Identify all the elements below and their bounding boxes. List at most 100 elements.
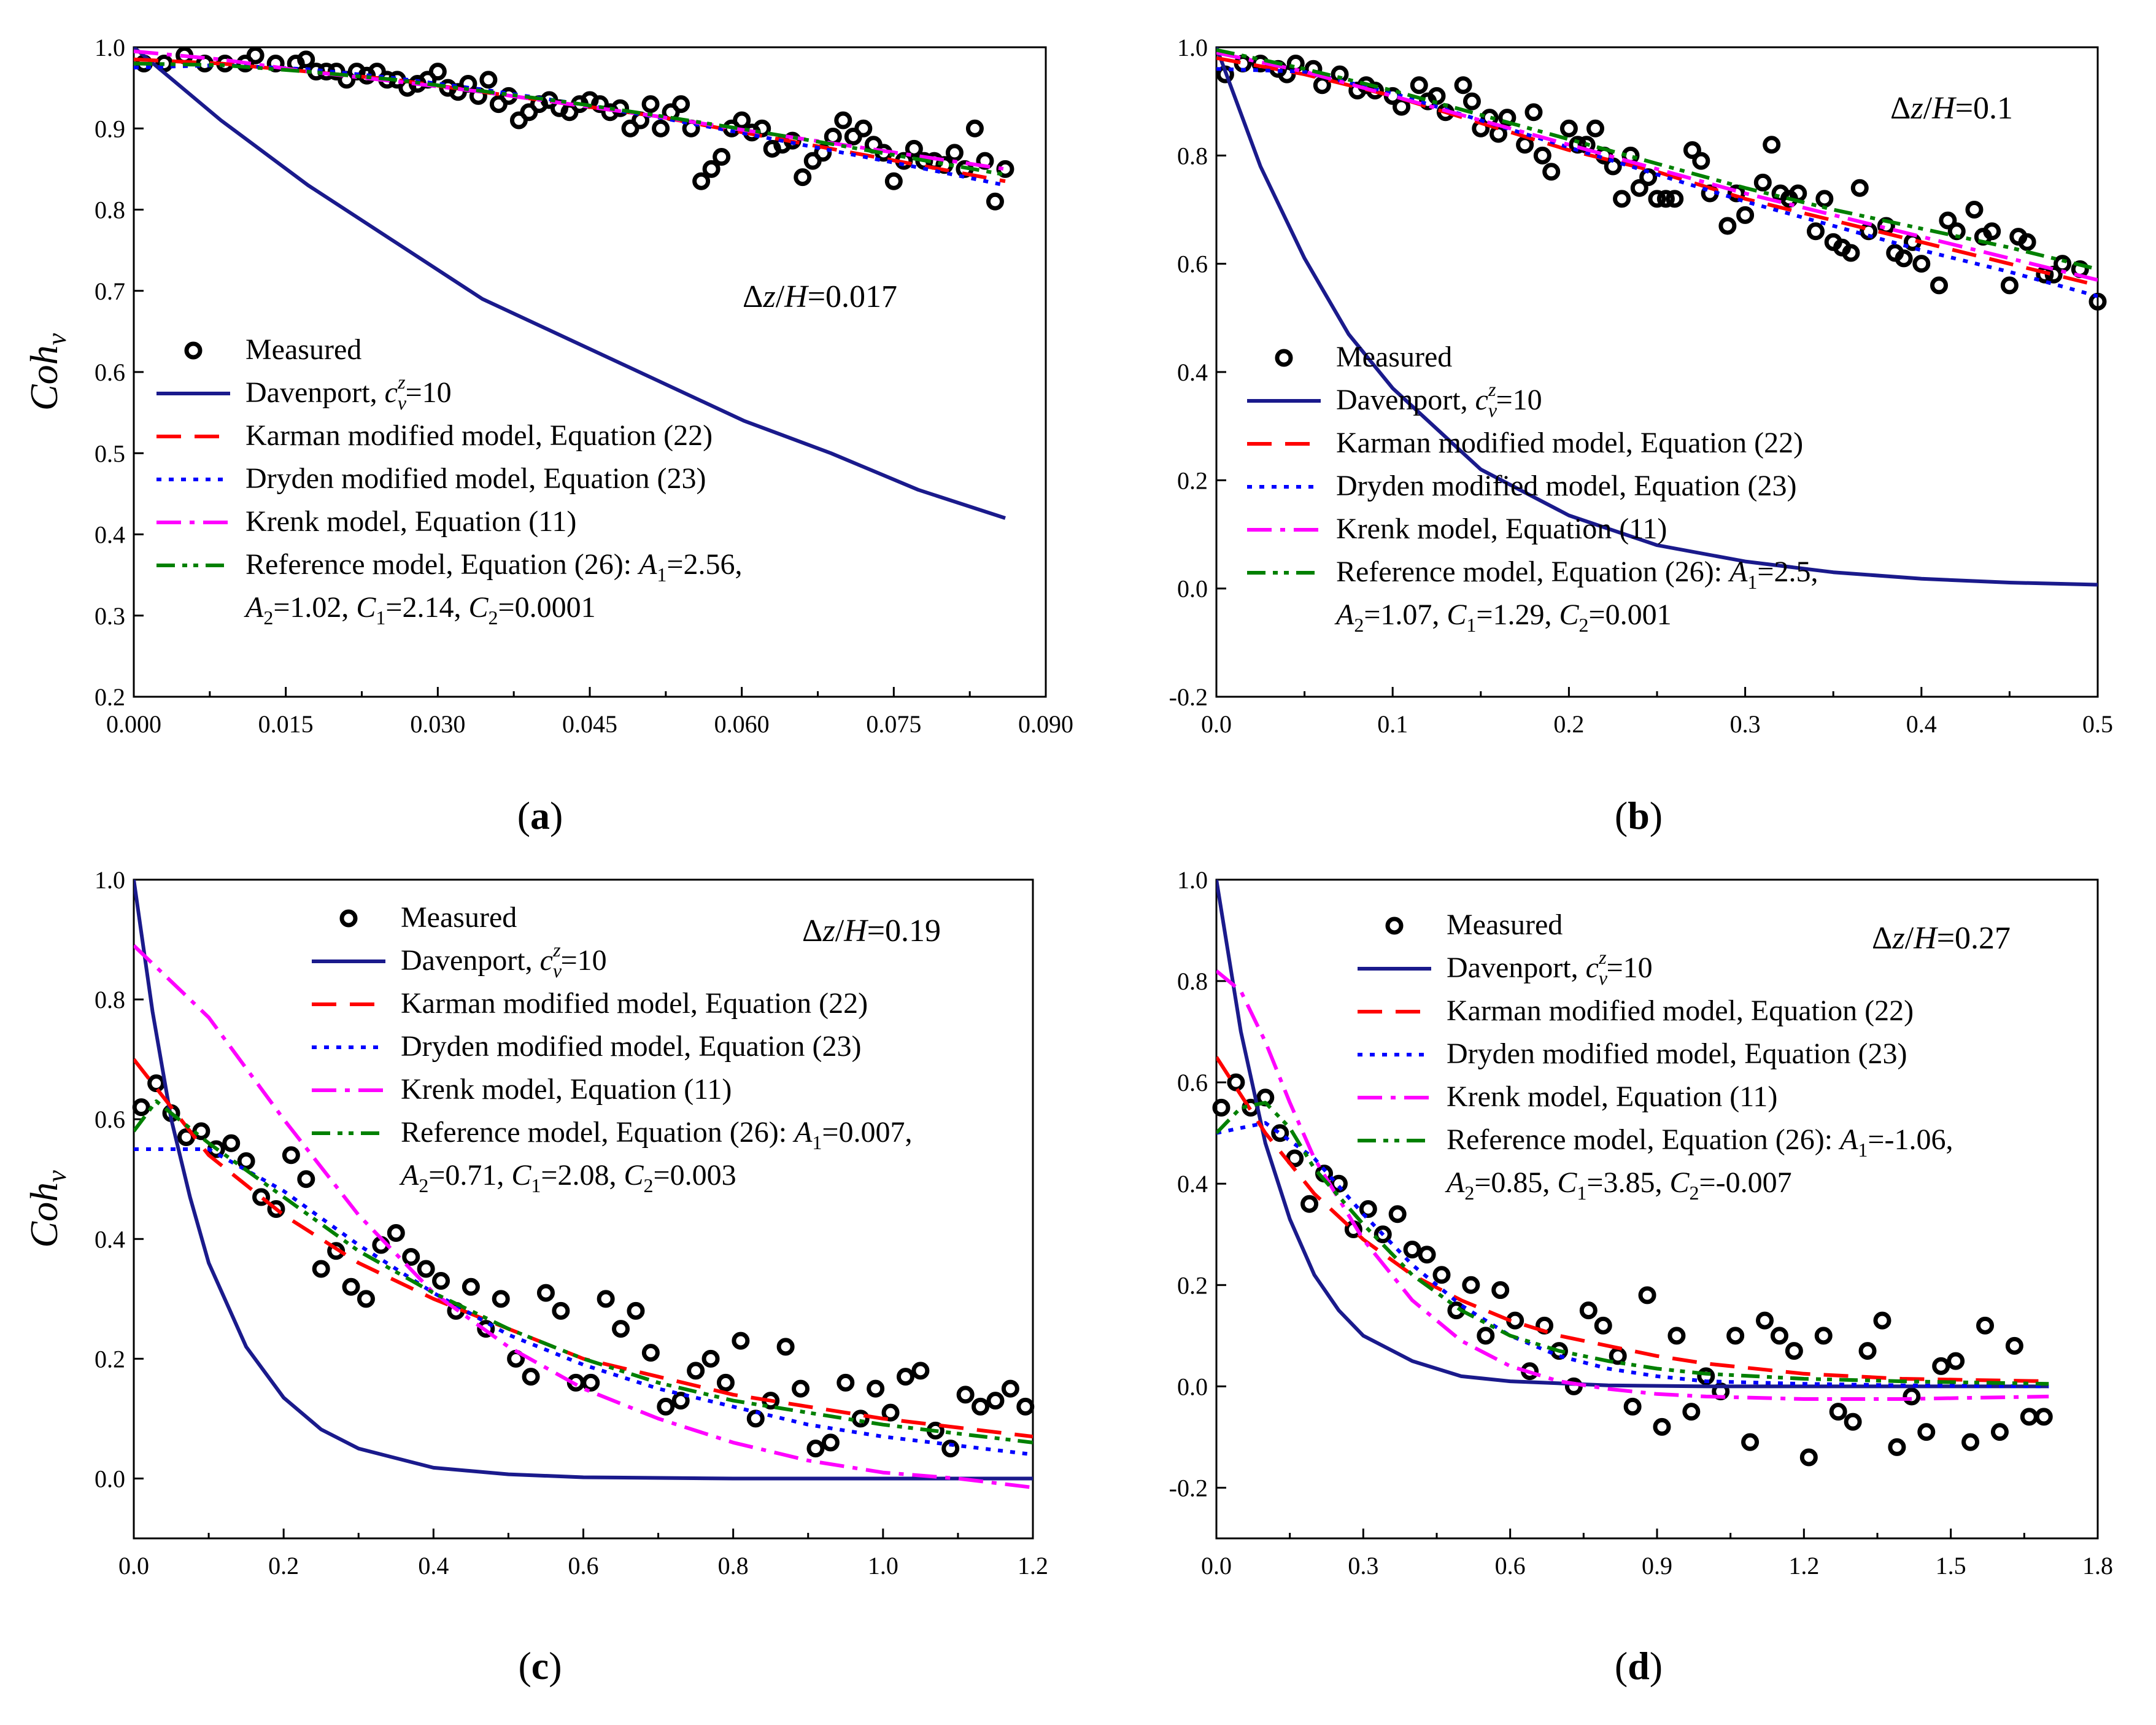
measured-point xyxy=(1873,1311,1891,1330)
measured-point xyxy=(1961,1433,1980,1451)
series-dryden-line xyxy=(134,1147,1033,1457)
measured-point xyxy=(1799,1448,1818,1467)
measured-point xyxy=(428,63,447,81)
series-davenport-line xyxy=(134,47,1006,520)
delta-z-annotation: Δz/H=0.27 xyxy=(1872,921,2011,956)
x-tick-label: 0.0 xyxy=(1201,1552,1232,1580)
x-tick-label: 1.8 xyxy=(2082,1552,2113,1580)
measured-point xyxy=(1393,98,1411,116)
measured-point xyxy=(884,172,903,190)
measured-point xyxy=(132,1098,150,1117)
y-tick-label: 0.0 xyxy=(95,1465,125,1492)
measured-point xyxy=(702,160,721,178)
y-tick-label: 0.9 xyxy=(95,115,125,142)
measured-point xyxy=(641,1344,660,1362)
measured-point xyxy=(1313,76,1331,95)
legend-reference-params: A2=0.85, C1=3.85, C2=-0.007 xyxy=(1445,1166,1792,1204)
measured-point xyxy=(1477,1327,1495,1345)
x-tick-label: 0.045 xyxy=(562,710,617,738)
y-tick-label: 0.8 xyxy=(1177,142,1208,169)
measured-point xyxy=(1489,125,1508,143)
measured-point xyxy=(1016,1397,1035,1416)
legend-reference-label: Reference model, Equation (26): A1=2.5, xyxy=(1336,556,1818,593)
y-tick-label: 0.8 xyxy=(95,196,125,224)
measured-point xyxy=(1388,1205,1407,1223)
measured-point xyxy=(147,1074,166,1093)
y-tick-label: 0.2 xyxy=(1177,1271,1208,1299)
x-tick-label: 0.5 xyxy=(2082,710,2113,738)
measured-point xyxy=(713,148,731,166)
measured-point xyxy=(837,1373,855,1392)
measured-point xyxy=(1976,1316,1995,1335)
measured-point xyxy=(1983,222,2001,241)
measured-point xyxy=(687,1362,705,1380)
measured-point xyxy=(867,1379,885,1398)
measured-point xyxy=(986,192,1004,211)
measured-point xyxy=(432,1272,450,1290)
measured-point xyxy=(1726,1327,1745,1345)
measured-point xyxy=(492,1290,510,1308)
measured-point xyxy=(1683,141,1701,160)
legend-karman-label: Karman modified model, Equation (22) xyxy=(1447,994,1914,1027)
x-tick-label: 0.9 xyxy=(1642,1552,1672,1580)
measured-point xyxy=(536,1284,555,1302)
legend-measured-label: Measured xyxy=(401,901,517,934)
measured-point xyxy=(806,1440,825,1458)
measured-point xyxy=(1653,1417,1671,1436)
chart-panel-b: 0.0 0.1 0.2 0.3 0.4 0.5-0.20.00.20.40.60.81.0… xyxy=(1169,34,2113,837)
measured-point xyxy=(1756,1311,1774,1330)
measured-point xyxy=(652,119,670,138)
legend: Measured Davenport, cvz=10 Karman modified… xyxy=(1247,341,1818,636)
legend-krenk-label: Krenk model, Equation (11) xyxy=(1447,1080,1777,1113)
panel-caption: (c) xyxy=(518,1644,562,1688)
measured-point xyxy=(222,1134,241,1152)
measured-point xyxy=(1418,1246,1436,1264)
legend-reference-label: Reference model, Equation (26): A1=0.007… xyxy=(401,1116,913,1153)
legend-davenport-label: Davenport, cvz=10 xyxy=(245,371,452,414)
measured-point xyxy=(1806,222,1825,241)
legend-reference-params: A2=1.02, C1=2.14, C2=0.0001 xyxy=(244,591,596,629)
measured-point xyxy=(342,1277,360,1296)
measured-point xyxy=(1524,103,1543,122)
y-tick-label: 0.6 xyxy=(1177,250,1208,278)
measured-point xyxy=(1763,136,1781,154)
series-dryden-line xyxy=(134,63,1006,187)
measured-point xyxy=(1533,146,1551,165)
measured-point xyxy=(479,71,498,89)
x-tick-label: 1.2 xyxy=(1788,1552,1819,1580)
measured-point xyxy=(1842,244,1860,262)
measured-point xyxy=(1623,1397,1642,1416)
legend-davenport-label: Davenport, cvz=10 xyxy=(1447,946,1653,989)
measured-point xyxy=(1462,92,1481,110)
measured-point xyxy=(834,111,852,130)
measured-point xyxy=(746,1409,765,1428)
measured-point xyxy=(1718,217,1737,235)
x-tick-label: 0.060 xyxy=(714,710,770,738)
measured-point xyxy=(267,1200,285,1218)
measured-point xyxy=(657,1397,675,1416)
measured-point xyxy=(1895,249,1913,268)
y-tick-label: 0.6 xyxy=(95,1106,125,1133)
measured-point xyxy=(297,50,315,69)
measured-point xyxy=(851,1409,870,1428)
legend-davenport-label: Davenport, cvz=10 xyxy=(1336,378,1542,421)
measured-point xyxy=(1594,1316,1612,1335)
legend: Measured Davenport, cvz=10 Karman modified… xyxy=(156,333,743,629)
legend-reference-params: A2=1.07, C1=1.29, C2=0.001 xyxy=(1334,599,1672,636)
x-tick-label: 0.030 xyxy=(410,710,465,738)
measured-point xyxy=(1227,1073,1245,1091)
y-tick-label: 0.8 xyxy=(95,986,125,1014)
measured-point xyxy=(1559,119,1578,138)
measured-point xyxy=(945,144,964,162)
measured-point xyxy=(905,139,923,158)
legend-dryden-label: Dryden modified model, Equation (23) xyxy=(1336,470,1797,502)
y-tick-label: 0.0 xyxy=(1177,1373,1208,1400)
measured-point xyxy=(1462,1276,1480,1294)
measured-point xyxy=(701,1349,720,1368)
y-tick-label: 0.8 xyxy=(1177,967,1208,995)
measured-point xyxy=(1850,179,1869,197)
measured-point xyxy=(1516,136,1534,154)
measured-point xyxy=(716,1373,735,1392)
measured-point xyxy=(1271,1124,1289,1142)
